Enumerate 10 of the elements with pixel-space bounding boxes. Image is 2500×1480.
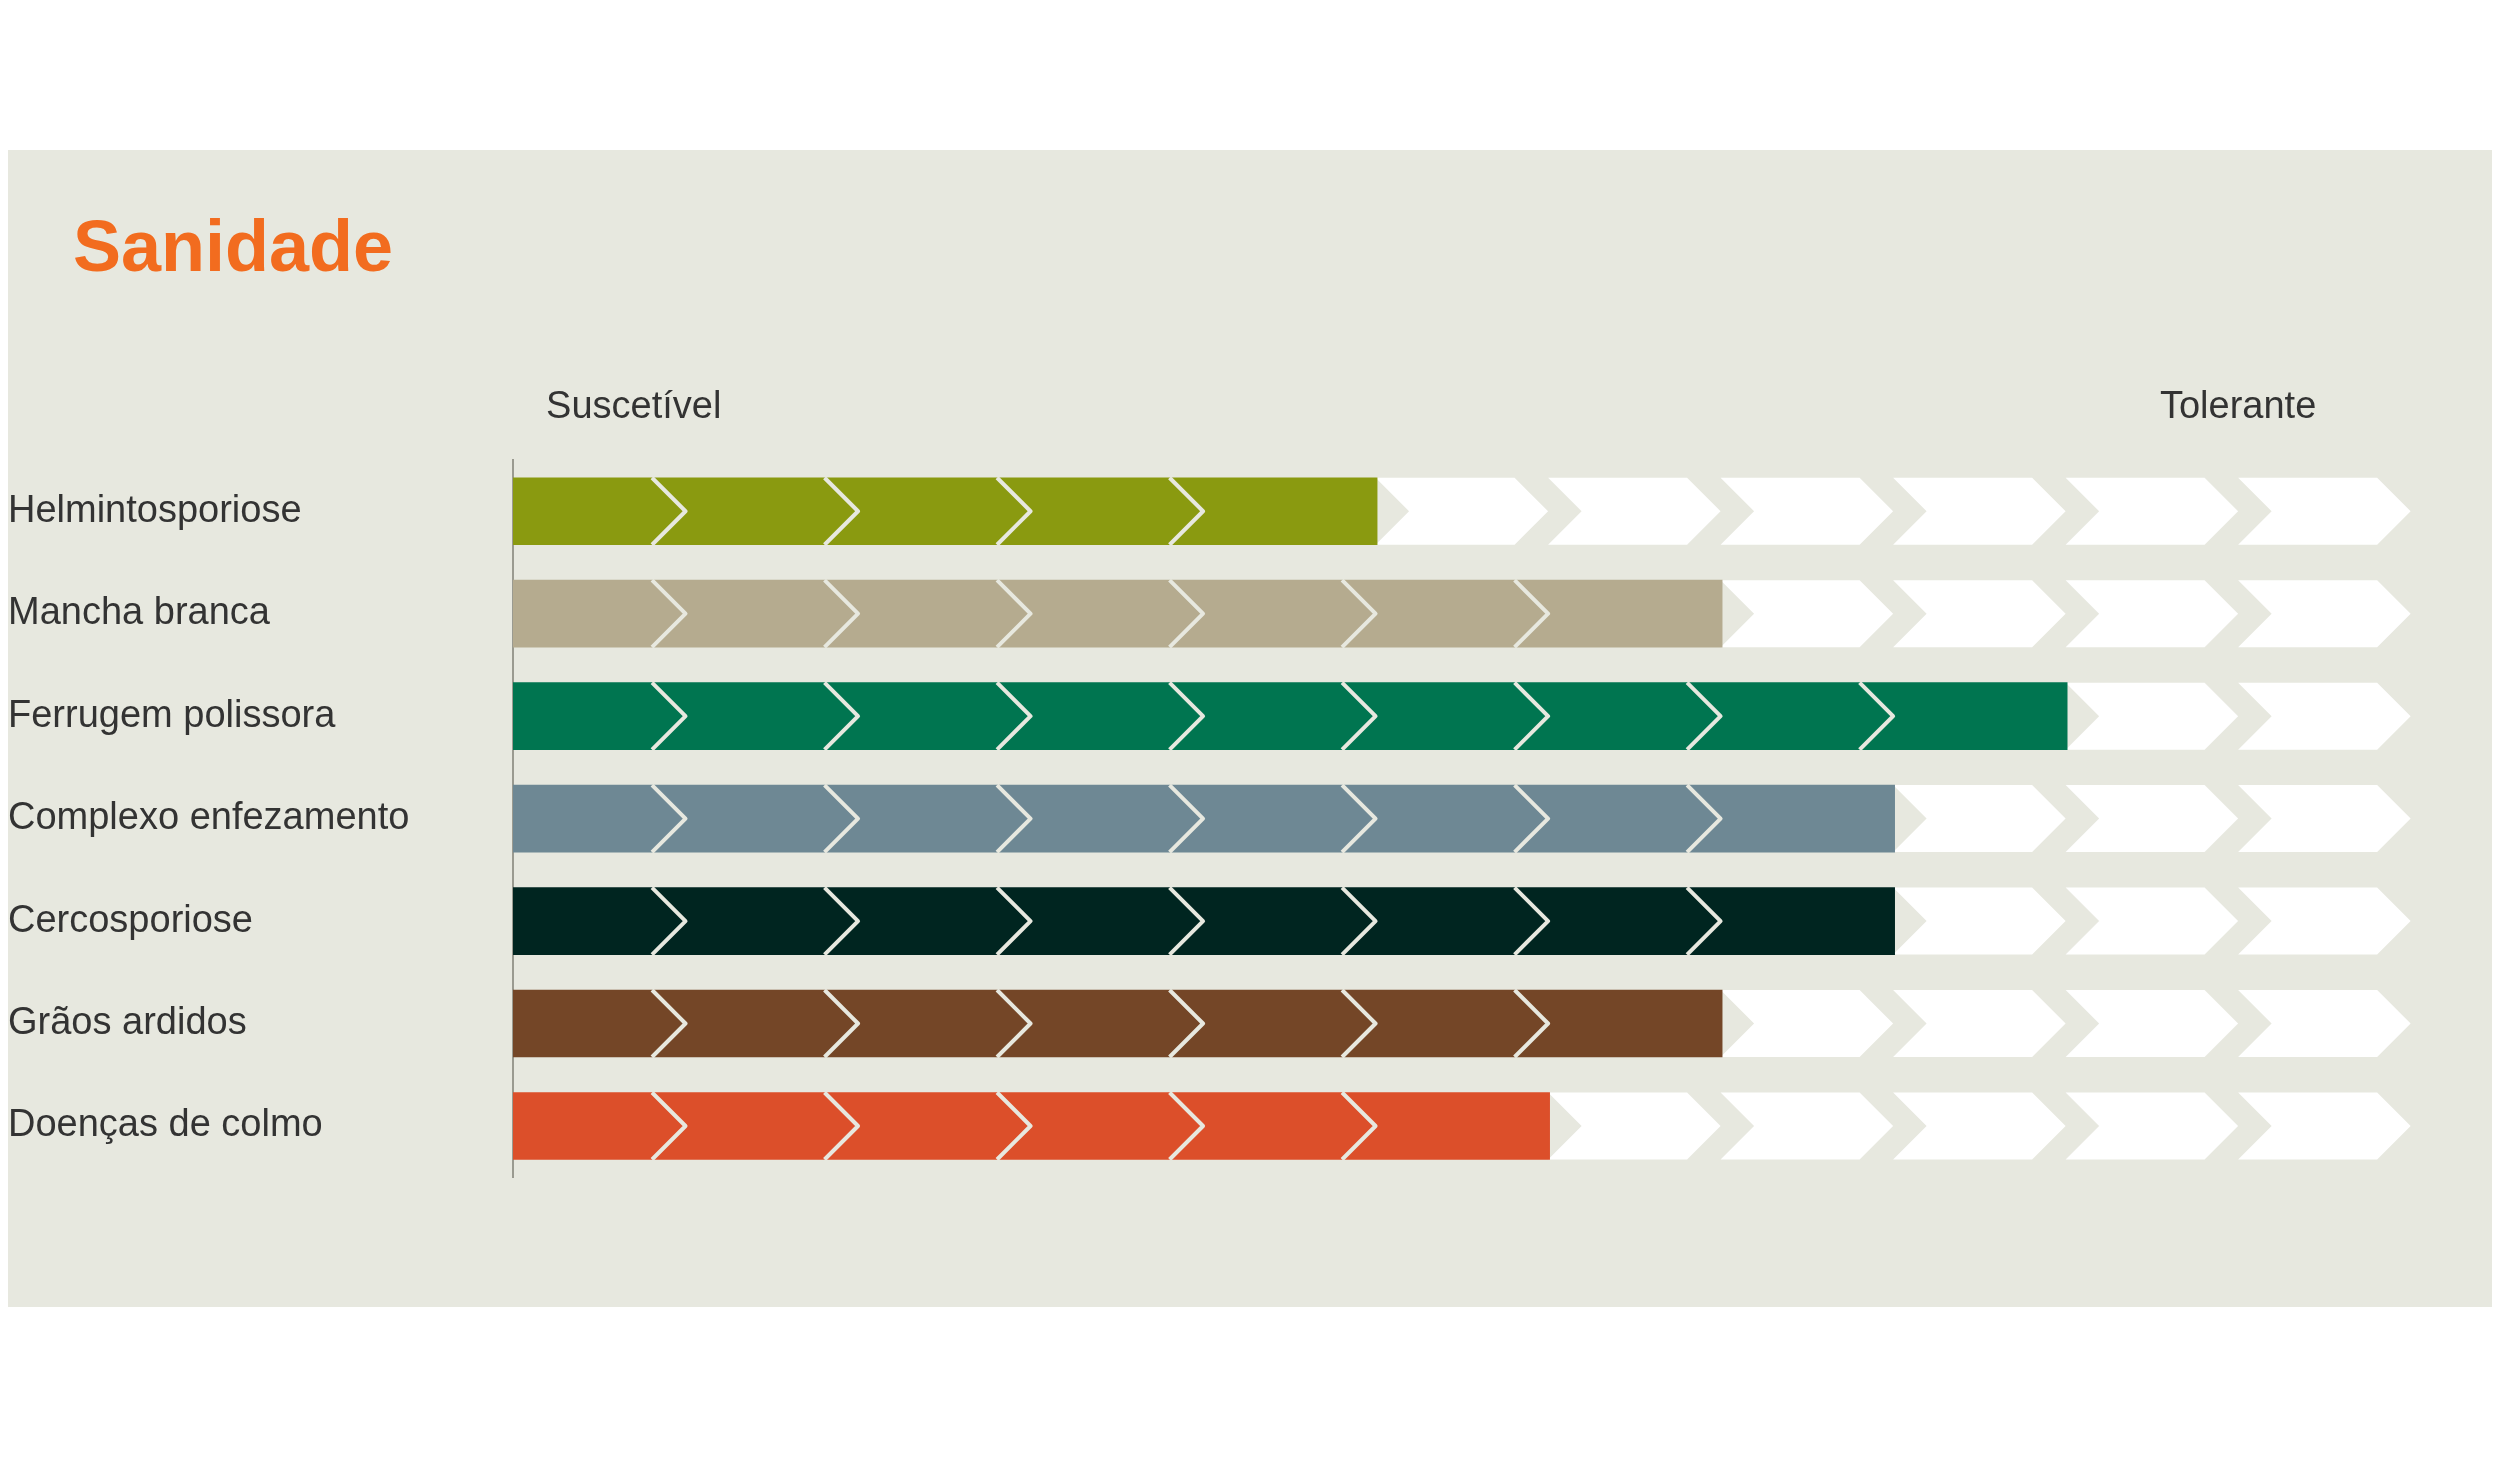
y-tick-label: Cercosporiose xyxy=(8,897,253,940)
chart-title: Sanidade xyxy=(73,205,394,287)
y-tick-label: Helmintosporiose xyxy=(8,487,302,530)
y-tick-label: Mancha branca xyxy=(8,590,271,633)
y-tick-label: Complexo enfezamento xyxy=(8,795,410,838)
y-tick-label: Doenças de colmo xyxy=(8,1102,323,1145)
text: Tolerante xyxy=(2159,384,2317,427)
text: Suscetível xyxy=(546,384,722,427)
y-tick-label: Ferrugem polissora xyxy=(8,692,337,735)
y-tick-label: Grãos ardidos xyxy=(8,1000,247,1042)
